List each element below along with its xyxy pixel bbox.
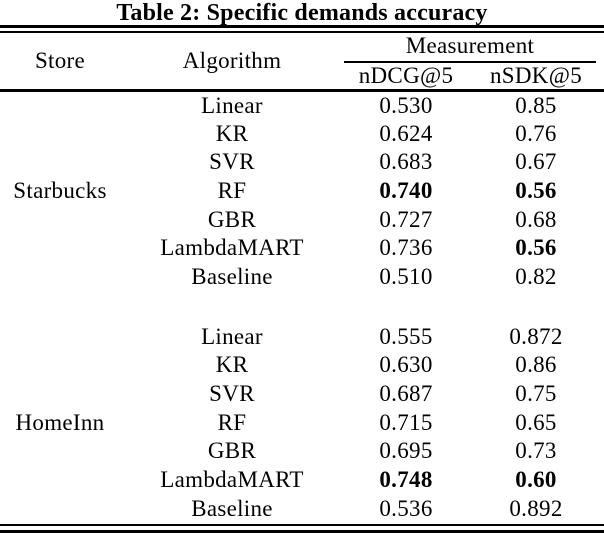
header-row-top: Store Algorithm Measurement	[0, 33, 604, 92]
ndcg-value: 0.736	[379, 235, 433, 261]
ndcg-value: 0.740	[379, 177, 433, 203]
nsdk-value: 0.82	[515, 263, 557, 289]
table-row: GBR 0.727 0.68	[0, 205, 604, 234]
nsdk-value: 0.67	[515, 149, 557, 175]
store-label	[0, 494, 120, 523]
nsdk-value: 0.76	[515, 120, 557, 146]
store-label	[0, 380, 120, 409]
algorithm-label: RF	[217, 177, 247, 203]
algorithm-label: Baseline	[191, 495, 273, 521]
ndcg-value: 0.695	[379, 438, 433, 464]
algorithm-label: Linear	[201, 92, 263, 118]
store-label	[0, 148, 120, 177]
ndcg-value: 0.510	[379, 263, 433, 289]
measurement-label: Measurement	[405, 33, 535, 58]
store-label: HomeInn	[15, 409, 105, 435]
nsdk-value: 0.75	[515, 381, 557, 407]
section-spacer	[0, 291, 604, 322]
store-label	[0, 263, 120, 292]
nsdk-value: 0.86	[515, 352, 557, 378]
ndcg-value: 0.687	[379, 381, 433, 407]
store-label	[0, 234, 120, 263]
algorithm-label: SVR	[209, 149, 255, 175]
nsdk-value: 0.56	[515, 235, 557, 261]
algorithm-label: LambdaMART	[160, 467, 304, 493]
nsdk-value: 0.872	[509, 323, 563, 349]
top-double-rule	[0, 25, 604, 33]
store-label	[0, 205, 120, 234]
store-label	[0, 119, 120, 148]
table-row: LambdaMART 0.736 0.56	[0, 234, 604, 263]
algorithm-label: GBR	[207, 206, 257, 232]
table-row: KR 0.624 0.76	[0, 119, 604, 148]
nsdk-value: 0.65	[515, 409, 557, 435]
store-label	[0, 322, 120, 351]
table-header: Store Algorithm Measurement nDCG@5 nSDK@…	[0, 33, 604, 92]
nsdk-value: 0.60	[515, 467, 557, 493]
ndcg-value: 0.555	[379, 323, 433, 349]
algorithm-label: RF	[217, 409, 247, 435]
ndcg-value: 0.624	[379, 120, 433, 146]
table-row: Linear 0.530 0.85	[0, 91, 604, 120]
header-algorithm: Algorithm	[120, 33, 344, 92]
table-row: Baseline 0.536 0.892	[0, 494, 604, 523]
demands-accuracy-table: Store Algorithm Measurement nDCG@5 nSDK@…	[0, 33, 604, 523]
algorithm-label: KR	[215, 120, 249, 146]
store-label: Starbucks	[13, 177, 107, 203]
ndcg-value: 0.748	[379, 467, 433, 493]
table-body: Linear 0.530 0.85 KR 0.624 0.76 SVR 0.68…	[0, 91, 604, 524]
ndcg-value: 0.715	[379, 409, 433, 435]
table-row: HomeInn RF 0.715 0.65	[0, 408, 604, 437]
measurement-cmidrule: Measurement	[344, 33, 597, 63]
table-row: GBR 0.695 0.73	[0, 437, 604, 466]
ndcg-value: 0.683	[379, 149, 433, 175]
nsdk-value: 0.73	[515, 438, 557, 464]
table-row: KR 0.630 0.86	[0, 351, 604, 380]
store-label	[0, 437, 120, 466]
table-row: SVR 0.687 0.75	[0, 380, 604, 409]
header-ndcg5: nDCG@5	[344, 63, 468, 92]
algorithm-label: Linear	[201, 323, 263, 349]
table-row: Starbucks RF 0.740 0.56	[0, 177, 604, 206]
ndcg-value: 0.727	[379, 206, 433, 232]
ndcg-value: 0.530	[379, 92, 433, 118]
table-title: Table 2: Specific demands accuracy	[116, 0, 488, 26]
store-label	[0, 466, 120, 495]
bottom-double-rule	[0, 524, 604, 534]
table-row: Linear 0.555 0.872	[0, 322, 604, 351]
nsdk-value: 0.56	[515, 177, 557, 203]
table-row: Baseline 0.510 0.82	[0, 263, 604, 292]
header-store: Store	[0, 33, 120, 92]
store-label	[0, 351, 120, 380]
ndcg-value: 0.536	[379, 495, 433, 521]
header-row-metrics: nDCG@5 nSDK@5	[0, 63, 604, 92]
table-row: LambdaMART 0.748 0.60	[0, 466, 604, 495]
algorithm-label: KR	[215, 352, 249, 378]
nsdk-value: 0.892	[509, 495, 563, 521]
algorithm-label: GBR	[207, 438, 257, 464]
store-label	[0, 91, 120, 120]
header-measurement: Measurement	[344, 33, 604, 63]
algorithm-label: Baseline	[191, 263, 273, 289]
algorithm-label: LambdaMART	[160, 235, 304, 261]
nsdk-value: 0.68	[515, 206, 557, 232]
algorithm-label: SVR	[209, 381, 255, 407]
table-row: SVR 0.683 0.67	[0, 148, 604, 177]
nsdk-value: 0.85	[515, 92, 557, 118]
header-nsdk5: nSDK@5	[468, 63, 604, 92]
ndcg-value: 0.630	[379, 352, 433, 378]
